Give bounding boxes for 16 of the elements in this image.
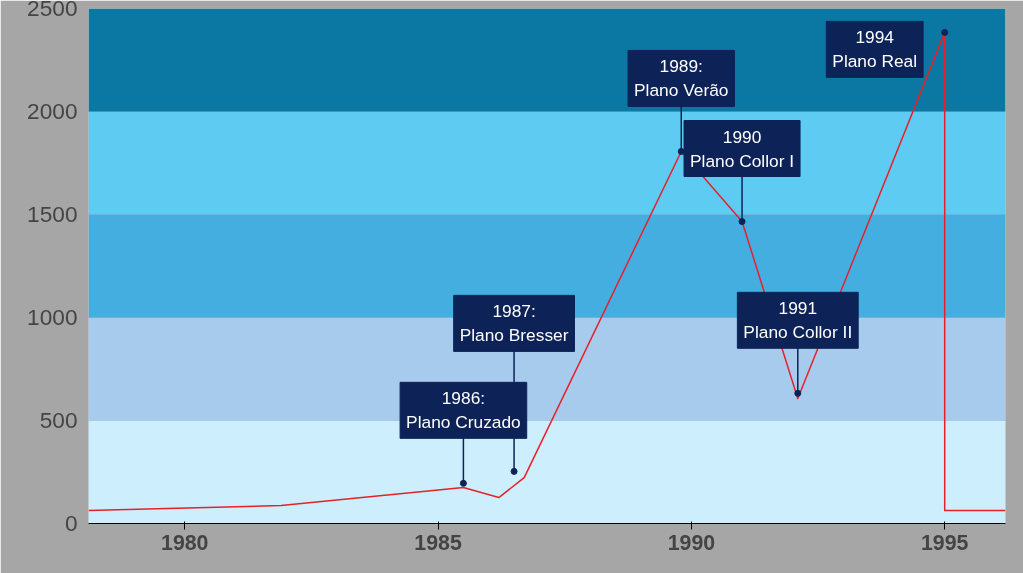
y-tick-label: 0 xyxy=(64,510,78,536)
x-tick-label: 1985 xyxy=(414,530,462,555)
x-tick-label: 1980 xyxy=(161,530,209,555)
x-tick-label: 1990 xyxy=(667,530,716,555)
annotation: 1991 Plano Collor II xyxy=(743,298,853,343)
annotation: 1990 Plano Collor I xyxy=(690,126,795,171)
annotation: 1994 Plano Real xyxy=(832,27,918,72)
x-tick-label: 1995 xyxy=(920,530,969,555)
annotation: 1986: Plano Cruzado xyxy=(406,388,521,433)
y-tick-label: 1500 xyxy=(27,201,78,227)
y-tick-label: 2000 xyxy=(27,98,78,124)
y-tick-label: 2500 xyxy=(27,0,78,21)
annotation: 1989: Plano Verão xyxy=(634,56,729,101)
annotation: 1987: Plano Bresser xyxy=(459,301,569,346)
y-tick-label: 1000 xyxy=(27,304,78,330)
y-tick-label: 500 xyxy=(39,407,78,433)
